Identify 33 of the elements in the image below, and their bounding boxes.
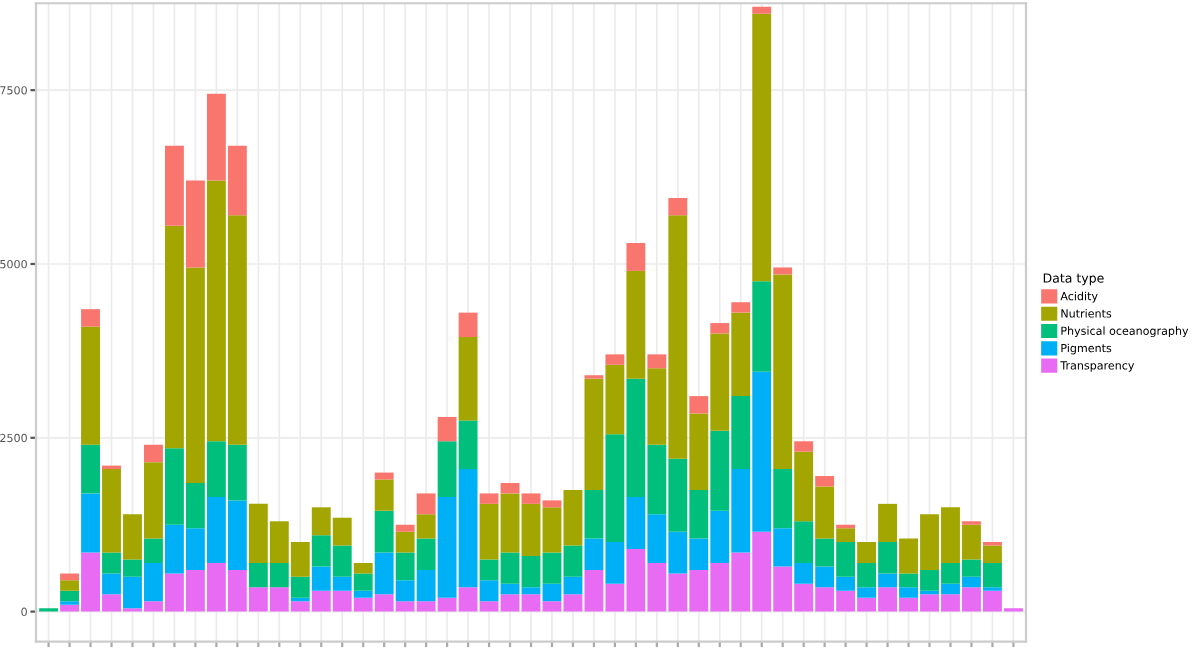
bar (437, 416, 457, 442)
bar (731, 302, 751, 313)
bar (60, 573, 79, 581)
bar (81, 326, 100, 445)
bar (668, 197, 688, 216)
bar (144, 444, 163, 463)
bar (626, 243, 646, 271)
bar (857, 542, 877, 563)
bar (353, 562, 373, 574)
bar (752, 6, 772, 14)
bar (647, 354, 667, 369)
bar (500, 482, 520, 494)
bar (689, 396, 709, 414)
bar (710, 323, 730, 334)
bar (605, 354, 625, 365)
bar (458, 336, 478, 421)
bar (395, 524, 415, 532)
bar (81, 493, 100, 553)
bar (458, 312, 478, 337)
bar (374, 479, 394, 511)
bar (60, 590, 79, 602)
bar (81, 444, 100, 494)
bar (878, 573, 898, 588)
bar (815, 476, 835, 487)
bar (81, 309, 100, 327)
bar (773, 267, 793, 275)
bar (374, 510, 394, 553)
bar (374, 472, 394, 480)
bar (479, 493, 499, 504)
bar (794, 441, 814, 452)
bar (416, 493, 436, 515)
bar (60, 580, 79, 591)
bar (752, 281, 772, 372)
